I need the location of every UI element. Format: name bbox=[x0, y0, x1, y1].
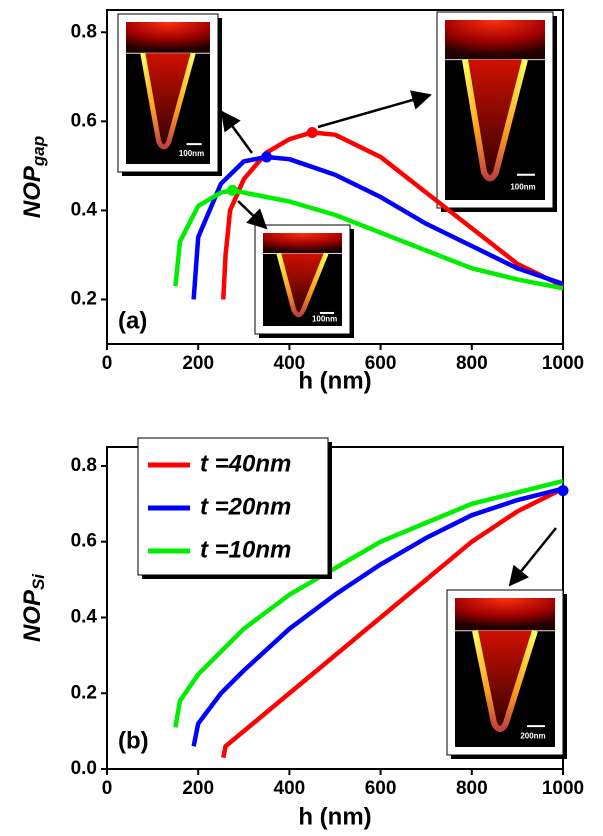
highlight-point bbox=[558, 485, 569, 496]
y-tick-label: 0.4 bbox=[71, 606, 98, 627]
y-tick-label: 0.8 bbox=[71, 455, 97, 476]
x-tick-label: 400 bbox=[274, 778, 306, 799]
x-tick-label: 0 bbox=[102, 353, 113, 374]
figure: 020040060080010000.20.40.60.8h (nm)NOPga… bbox=[0, 0, 603, 836]
inset-scale-label: 100nm bbox=[510, 183, 535, 192]
y-axis-label-main: NOP bbox=[19, 589, 46, 642]
x-axis-label: h (nm) bbox=[298, 367, 371, 394]
legend-label: t =20nm bbox=[200, 493, 291, 520]
y-axis-label: NOPSi bbox=[19, 573, 48, 642]
highlight-point bbox=[307, 127, 318, 138]
y-axis-label-sub: Si bbox=[29, 573, 48, 590]
y-tick-label: 0.6 bbox=[71, 531, 97, 552]
inset-scale-label: 100nm bbox=[312, 315, 337, 324]
inset-image: 100nm bbox=[118, 14, 222, 176]
x-axis-label: h (nm) bbox=[298, 803, 371, 830]
x-tick-label: 800 bbox=[456, 353, 488, 374]
inset-glow bbox=[126, 22, 210, 53]
legend-label: t =10nm bbox=[200, 536, 291, 563]
x-tick-label: 200 bbox=[182, 353, 214, 374]
x-tick-label: 1000 bbox=[542, 353, 584, 374]
x-tick-label: 800 bbox=[456, 778, 488, 799]
panel-label: (b) bbox=[118, 727, 149, 754]
y-tick-label: 0.0 bbox=[71, 758, 97, 779]
y-axis-label-sub: gap bbox=[29, 136, 48, 167]
inset-glow bbox=[445, 20, 545, 60]
panel-label: (a) bbox=[118, 307, 147, 334]
inset-scale-label: 200nm bbox=[520, 732, 545, 741]
inset-image: 200nm bbox=[447, 590, 567, 759]
inset-image: 100nm bbox=[437, 12, 557, 212]
x-tick-label: 1000 bbox=[542, 778, 584, 799]
y-tick-label: 0.2 bbox=[71, 288, 97, 309]
inset-glow bbox=[263, 233, 342, 253]
highlight-point bbox=[261, 151, 272, 162]
arrow bbox=[510, 528, 556, 585]
x-tick-label: 0 bbox=[102, 778, 113, 799]
inset-scale-label: 100nm bbox=[179, 149, 204, 158]
inset-image: 100nm bbox=[255, 225, 354, 338]
x-tick-label: 600 bbox=[365, 778, 397, 799]
inset-glow bbox=[455, 598, 555, 631]
y-tick-label: 0.8 bbox=[71, 21, 97, 42]
arrow bbox=[318, 95, 430, 127]
x-tick-label: 200 bbox=[182, 778, 214, 799]
arrow bbox=[222, 112, 252, 153]
legend-label: t =40nm bbox=[200, 450, 291, 477]
y-axis-label-main: NOP bbox=[19, 165, 46, 218]
y-tick-label: 0.6 bbox=[71, 110, 97, 131]
y-tick-label: 0.4 bbox=[71, 199, 98, 220]
y-tick-label: 0.2 bbox=[71, 682, 97, 703]
arrow bbox=[238, 201, 266, 228]
y-axis-label: NOPgap bbox=[19, 136, 48, 218]
highlight-point bbox=[227, 185, 238, 196]
